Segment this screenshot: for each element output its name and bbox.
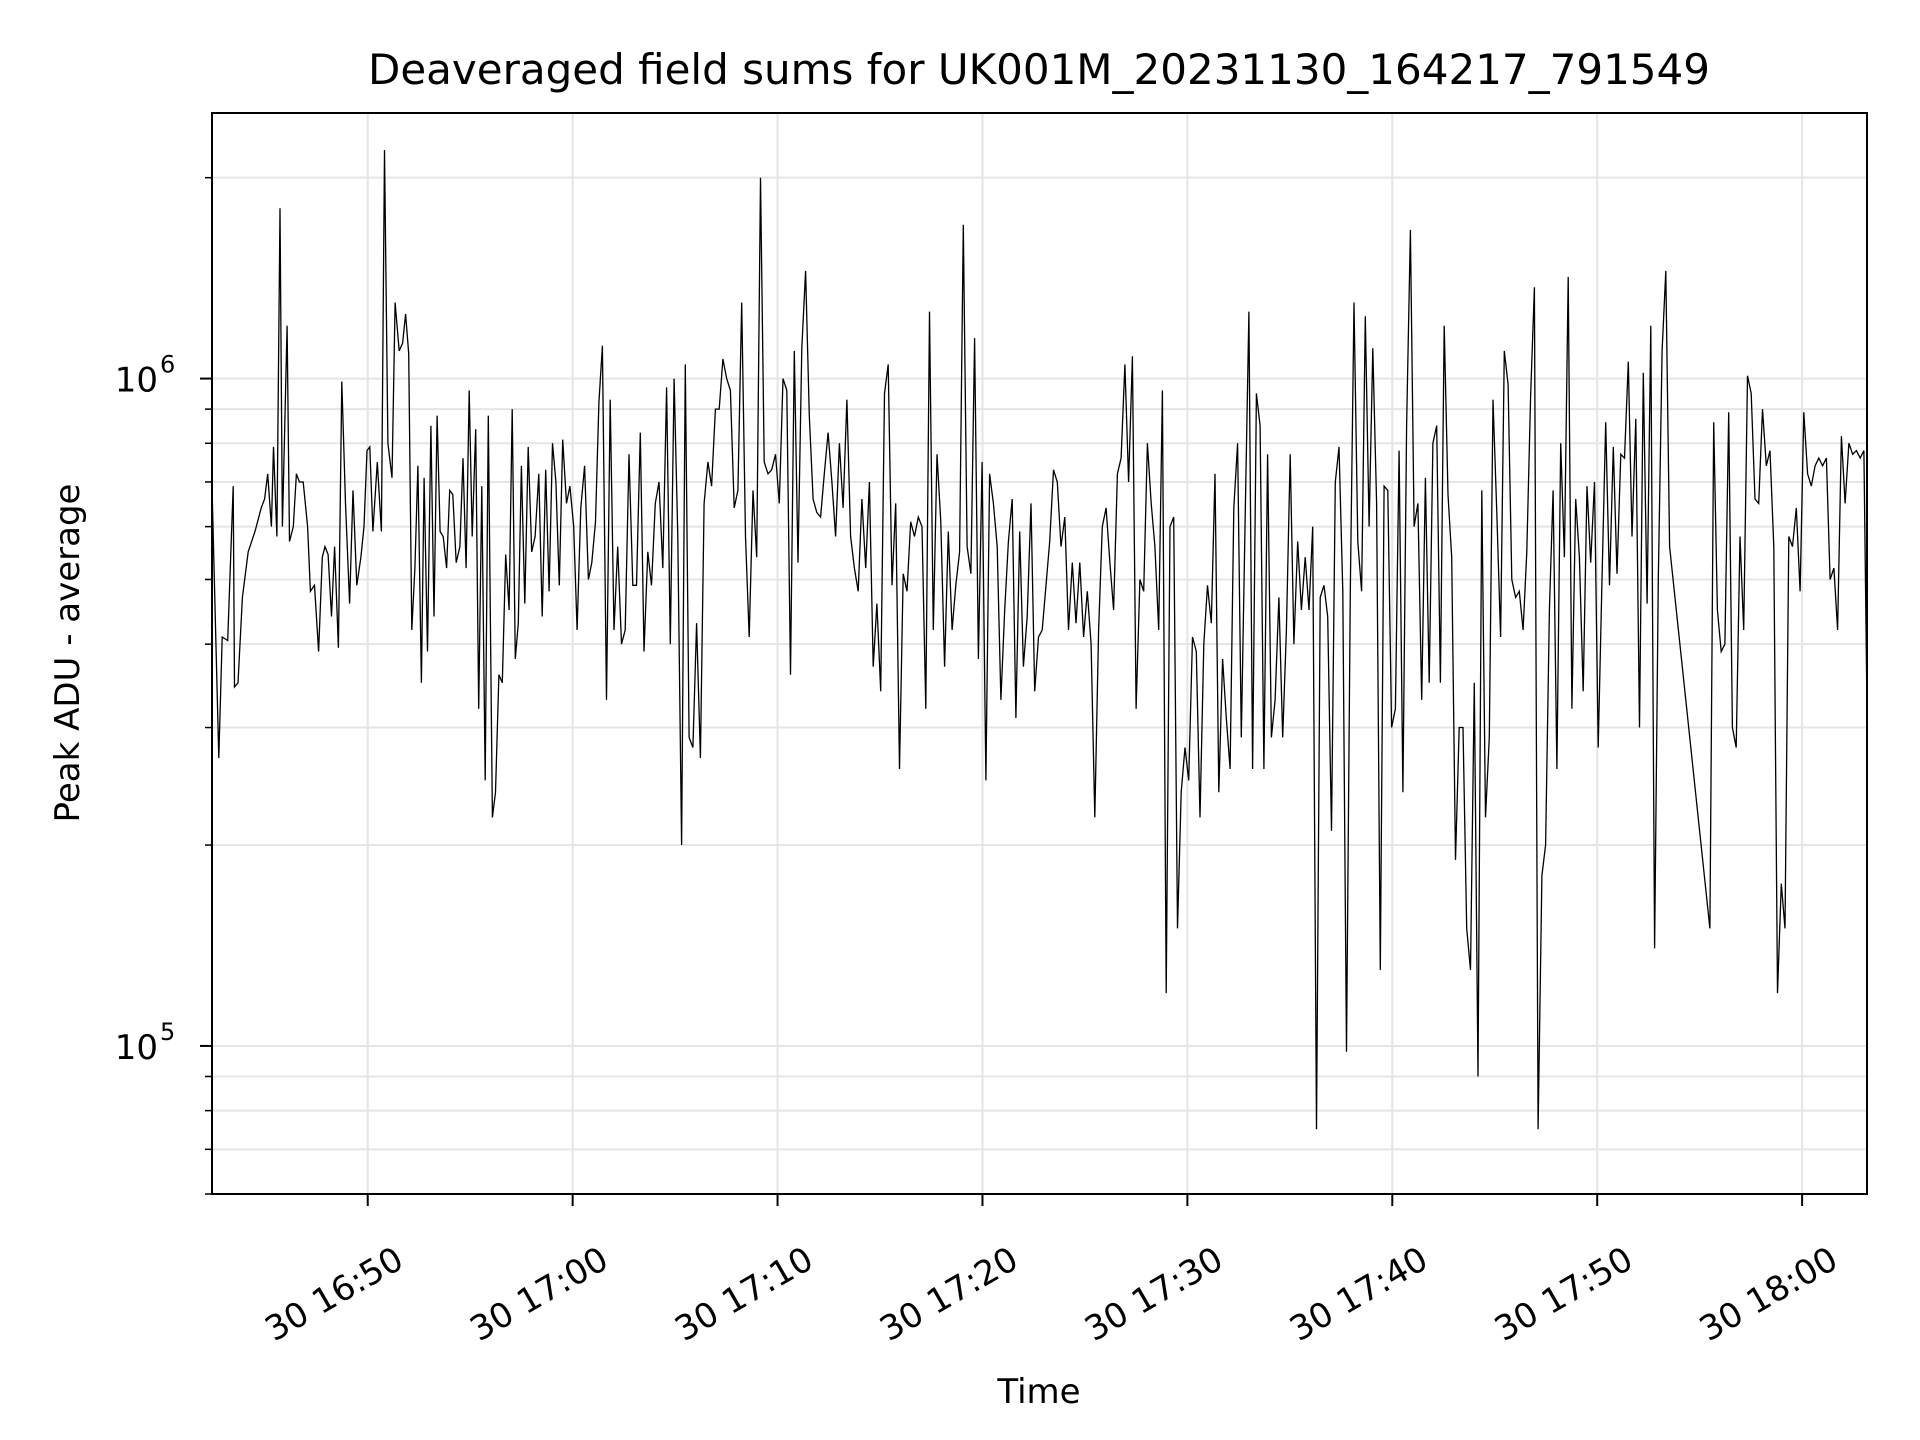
series-line (211, 150, 1868, 1130)
y-tick-exponent: 6 (160, 351, 175, 379)
y-tick-label: 10 (115, 361, 158, 401)
axes-frame (211, 112, 1868, 1195)
y-tick-exponent: 5 (160, 1018, 175, 1046)
y-axis-label: Peak ADU - average (48, 484, 88, 823)
y-tick-label: 10 (115, 1028, 158, 1068)
chart-title: Deaveraged field sums for UK001M_2023113… (368, 45, 1710, 94)
x-axis-label: Time (996, 1372, 1080, 1412)
series-layer (211, 150, 1868, 1130)
